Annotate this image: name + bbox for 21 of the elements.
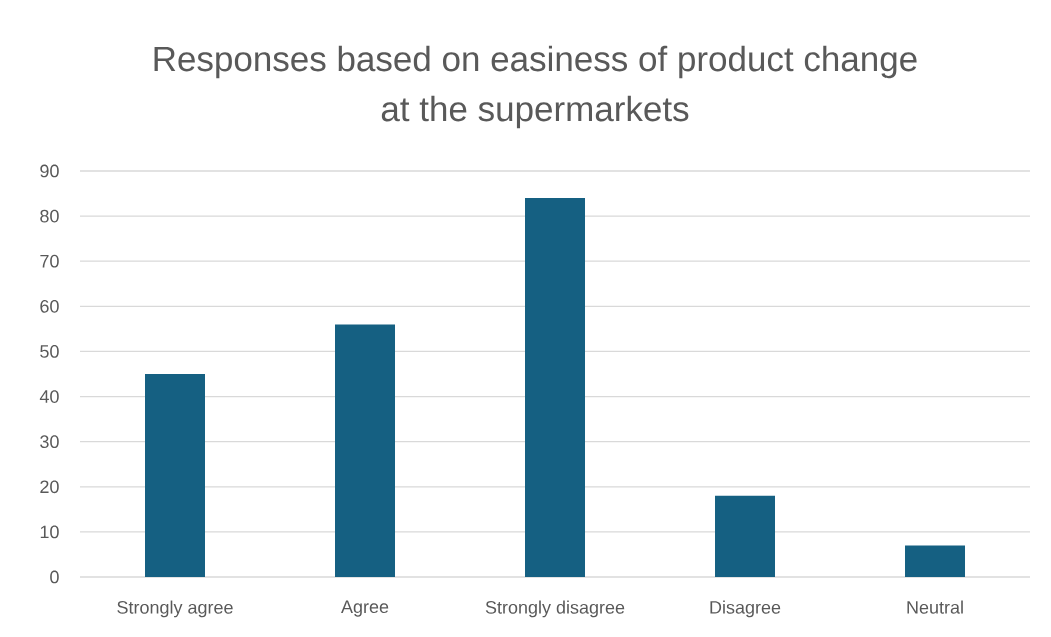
y-tick-label: 40 <box>39 390 59 403</box>
bar <box>525 198 586 577</box>
x-tick-label: Neutral <box>907 600 963 614</box>
y-tick-label: 30 <box>40 435 59 449</box>
bar <box>335 324 395 577</box>
x-tick-label: Strongly agree <box>117 600 233 618</box>
x-tick-label: Agree <box>341 600 389 617</box>
bar <box>715 495 776 577</box>
y-tick-label: 90 <box>40 164 59 178</box>
x-tick-label: Disagree <box>710 600 781 618</box>
bar <box>145 374 205 577</box>
x-tick-label: Strongly disagree <box>485 600 625 618</box>
y-tick-label: 70 <box>40 254 59 268</box>
y-tick-label: 50 <box>40 345 59 358</box>
y-tick-label: 0 <box>50 570 59 584</box>
y-tick-label: 20 <box>40 480 59 494</box>
bar <box>905 545 966 577</box>
chart-title: Responses based on easiness of product change at the supermarkets <box>154 45 917 129</box>
y-tick-label: 80 <box>40 209 59 223</box>
y-tick-label: 60 <box>40 299 59 313</box>
y-tick-label: 10 <box>40 525 59 539</box>
